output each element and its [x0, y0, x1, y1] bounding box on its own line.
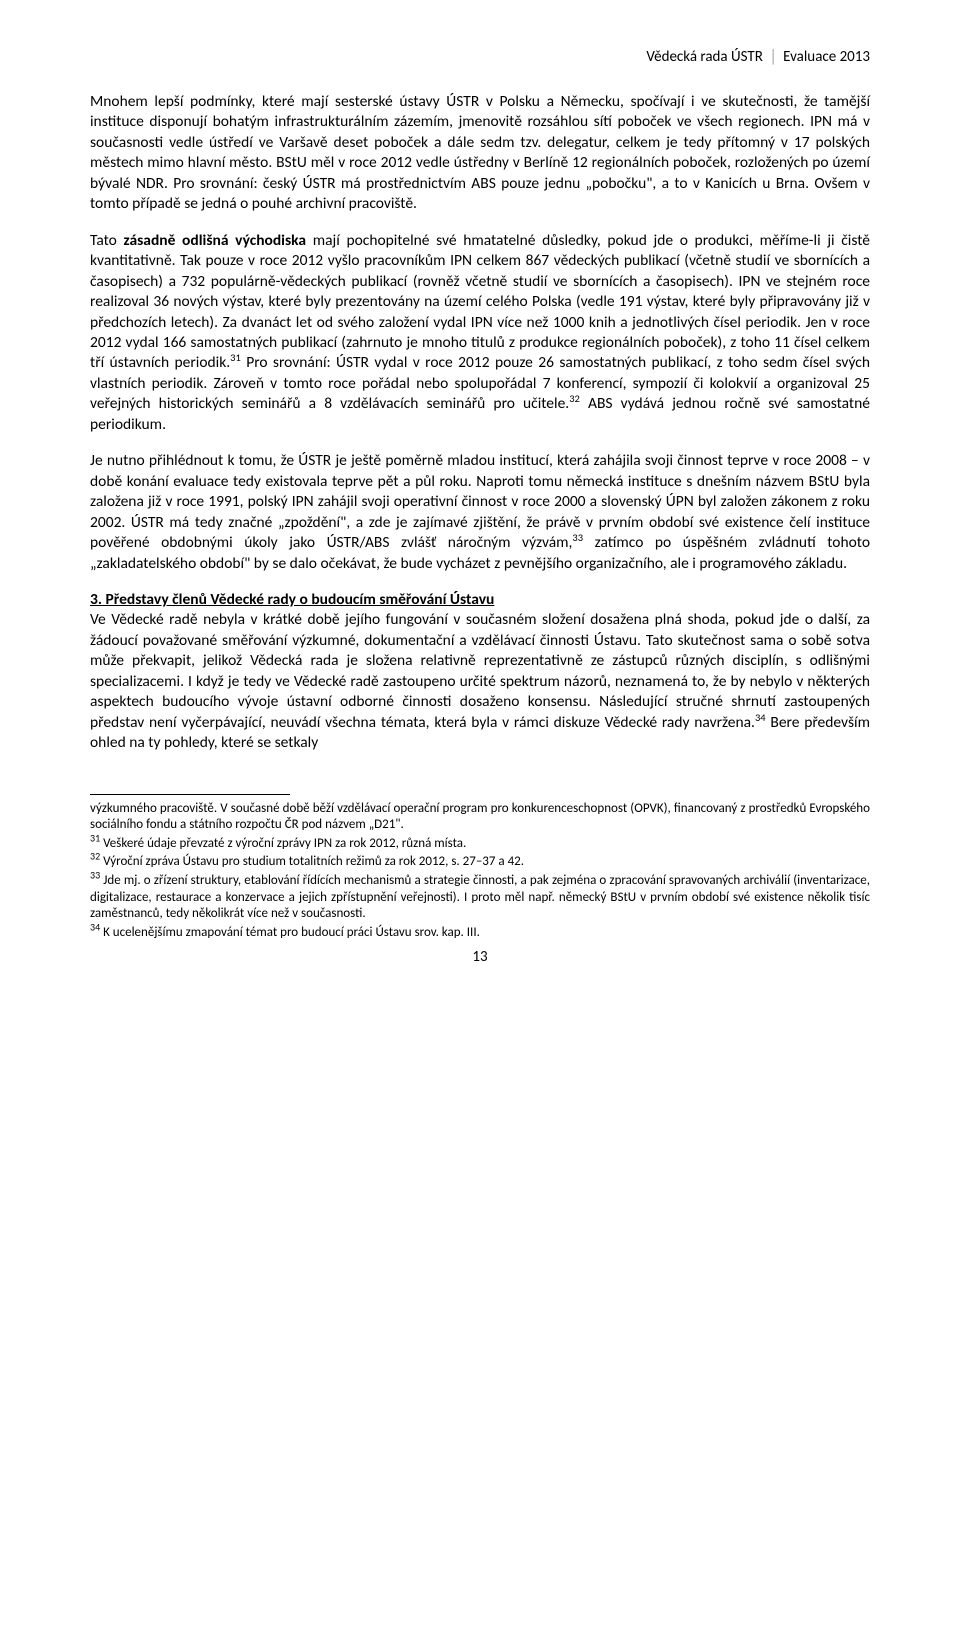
footnote-34: 34 K ucelenějšímu zmapování témat pro bu… [90, 925, 870, 942]
header-left: Vědecká rada ÚSTR [646, 48, 762, 66]
page-header: Vědecká rada ÚSTR │ Evaluace 2013 [90, 48, 870, 66]
footnote-31: 31 Veškeré údaje převzaté z výroční zprá… [90, 836, 870, 853]
footnote-continuation: výzkumného pracoviště. V současné době b… [90, 801, 870, 834]
header-separator: │ [769, 48, 777, 66]
footnote-34-num: 34 [90, 921, 100, 934]
footnote-32-num: 32 [90, 850, 100, 863]
paragraph-2: Tato zásadně odlišná východiska mají poc… [90, 231, 870, 436]
footnotes-block: výzkumného pracoviště. V současné době b… [90, 801, 870, 942]
para4-a: Ve Vědecké radě nebyla v krátké době jej… [90, 610, 870, 731]
footnote-34-text: K ucelenějšímu zmapování témat pro budou… [100, 925, 480, 940]
document-page: Vědecká rada ÚSTR │ Evaluace 2013 Mnohem… [0, 0, 960, 996]
page-number: 13 [90, 948, 870, 966]
footnote-ref-32: 32 [569, 392, 580, 405]
paragraph-1: Mnohem lepší podmínky, které mají sester… [90, 92, 870, 215]
header-right: Evaluace 2013 [783, 48, 870, 66]
para2-c: mají pochopitelné své hmatatelné důsledk… [90, 231, 870, 373]
footnote-31-num: 31 [90, 832, 100, 845]
section-3-title: 3. Představy členů Vědecké rady o budouc… [90, 590, 494, 609]
footnote-32-text: Výroční zpráva Ústavu pro studium totali… [100, 854, 524, 869]
footnote-31-text: Veškeré údaje převzaté z výroční zprávy … [100, 836, 466, 851]
para2-a: Tato [90, 231, 124, 250]
footnote-33-num: 33 [90, 869, 100, 882]
paragraph-3: Je nutno přihlédnout k tomu, že ÚSTR je … [90, 451, 870, 574]
footnote-separator [90, 794, 290, 795]
footnote-ref-33: 33 [572, 531, 583, 544]
section-3: 3. Představy členů Vědecké rady o budouc… [90, 590, 870, 754]
para1-text: Mnohem lepší podmínky, které mají sester… [90, 92, 870, 213]
para2-bold: zásadně odlišná východiska [124, 231, 307, 250]
footnote-33: 33 Jde mj. o zřízení struktury, etablová… [90, 873, 870, 923]
footnote-32: 32 Výroční zpráva Ústavu pro studium tot… [90, 854, 870, 871]
footnote-33-text: Jde mj. o zřízení struktury, etablování … [90, 873, 870, 921]
footnote-ref-31: 31 [230, 351, 241, 364]
footnote-ref-34: 34 [755, 711, 766, 724]
